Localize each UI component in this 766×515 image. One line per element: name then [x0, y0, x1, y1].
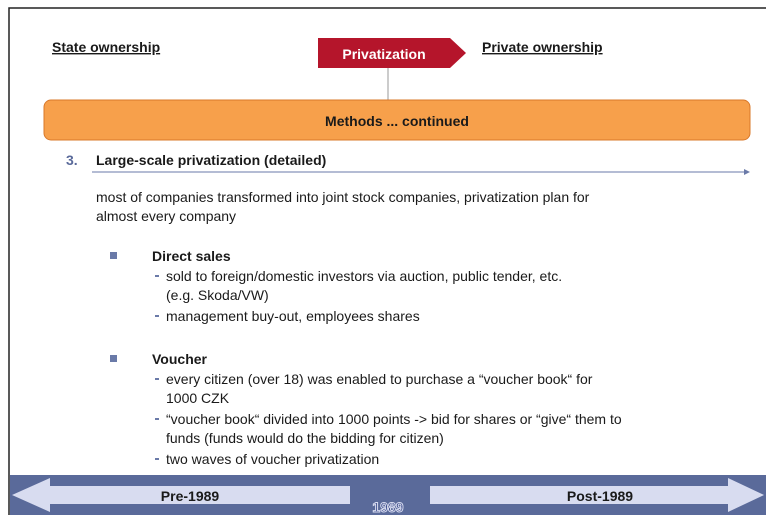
intro-line: almost every company [96, 208, 236, 224]
point-line: “voucher book“ divided into 1000 points … [166, 411, 622, 427]
point-line: management buy-out, employees shares [166, 308, 420, 324]
intro-line: most of companies transformed into joint… [96, 189, 590, 205]
item-title: Voucher [152, 351, 208, 367]
arrow-label: Privatization [342, 46, 425, 62]
point-line: two waves of voucher privatization [166, 451, 379, 467]
dash-bullet [155, 275, 159, 277]
banner-text: Methods ... continued [325, 113, 469, 129]
point-line: funds (funds would do the bidding for ci… [166, 430, 444, 446]
header-right: Private ownership [482, 39, 603, 55]
dash-bullet [155, 418, 159, 420]
dash-bullet [155, 458, 159, 460]
section-number: 3. [66, 152, 78, 168]
item-title: Direct sales [152, 248, 231, 264]
dash-bullet [155, 378, 159, 380]
slide-border [8, 7, 766, 515]
square-bullet [110, 355, 117, 362]
section-title: Large-scale privatization (detailed) [96, 152, 326, 168]
point-line: 1000 CZK [166, 390, 230, 406]
point-line: sold to foreign/domestic investors via a… [166, 268, 562, 284]
header-left: State ownership [52, 39, 160, 55]
banner [43, 99, 751, 141]
timeline-year: 1989 [372, 499, 403, 515]
point-line: every citizen (over 18) was enabled to p… [166, 371, 593, 387]
timeline-after: Post-1989 [567, 488, 633, 504]
left-arrow [12, 478, 350, 512]
square-bullet [110, 252, 117, 259]
rule-arrow [744, 169, 750, 175]
right-arrow [430, 478, 764, 512]
timeline-before: Pre-1989 [161, 488, 220, 504]
privatization-arrow [318, 38, 466, 68]
dash-bullet [155, 315, 159, 317]
point-line: (e.g. Skoda/VW) [166, 287, 269, 303]
